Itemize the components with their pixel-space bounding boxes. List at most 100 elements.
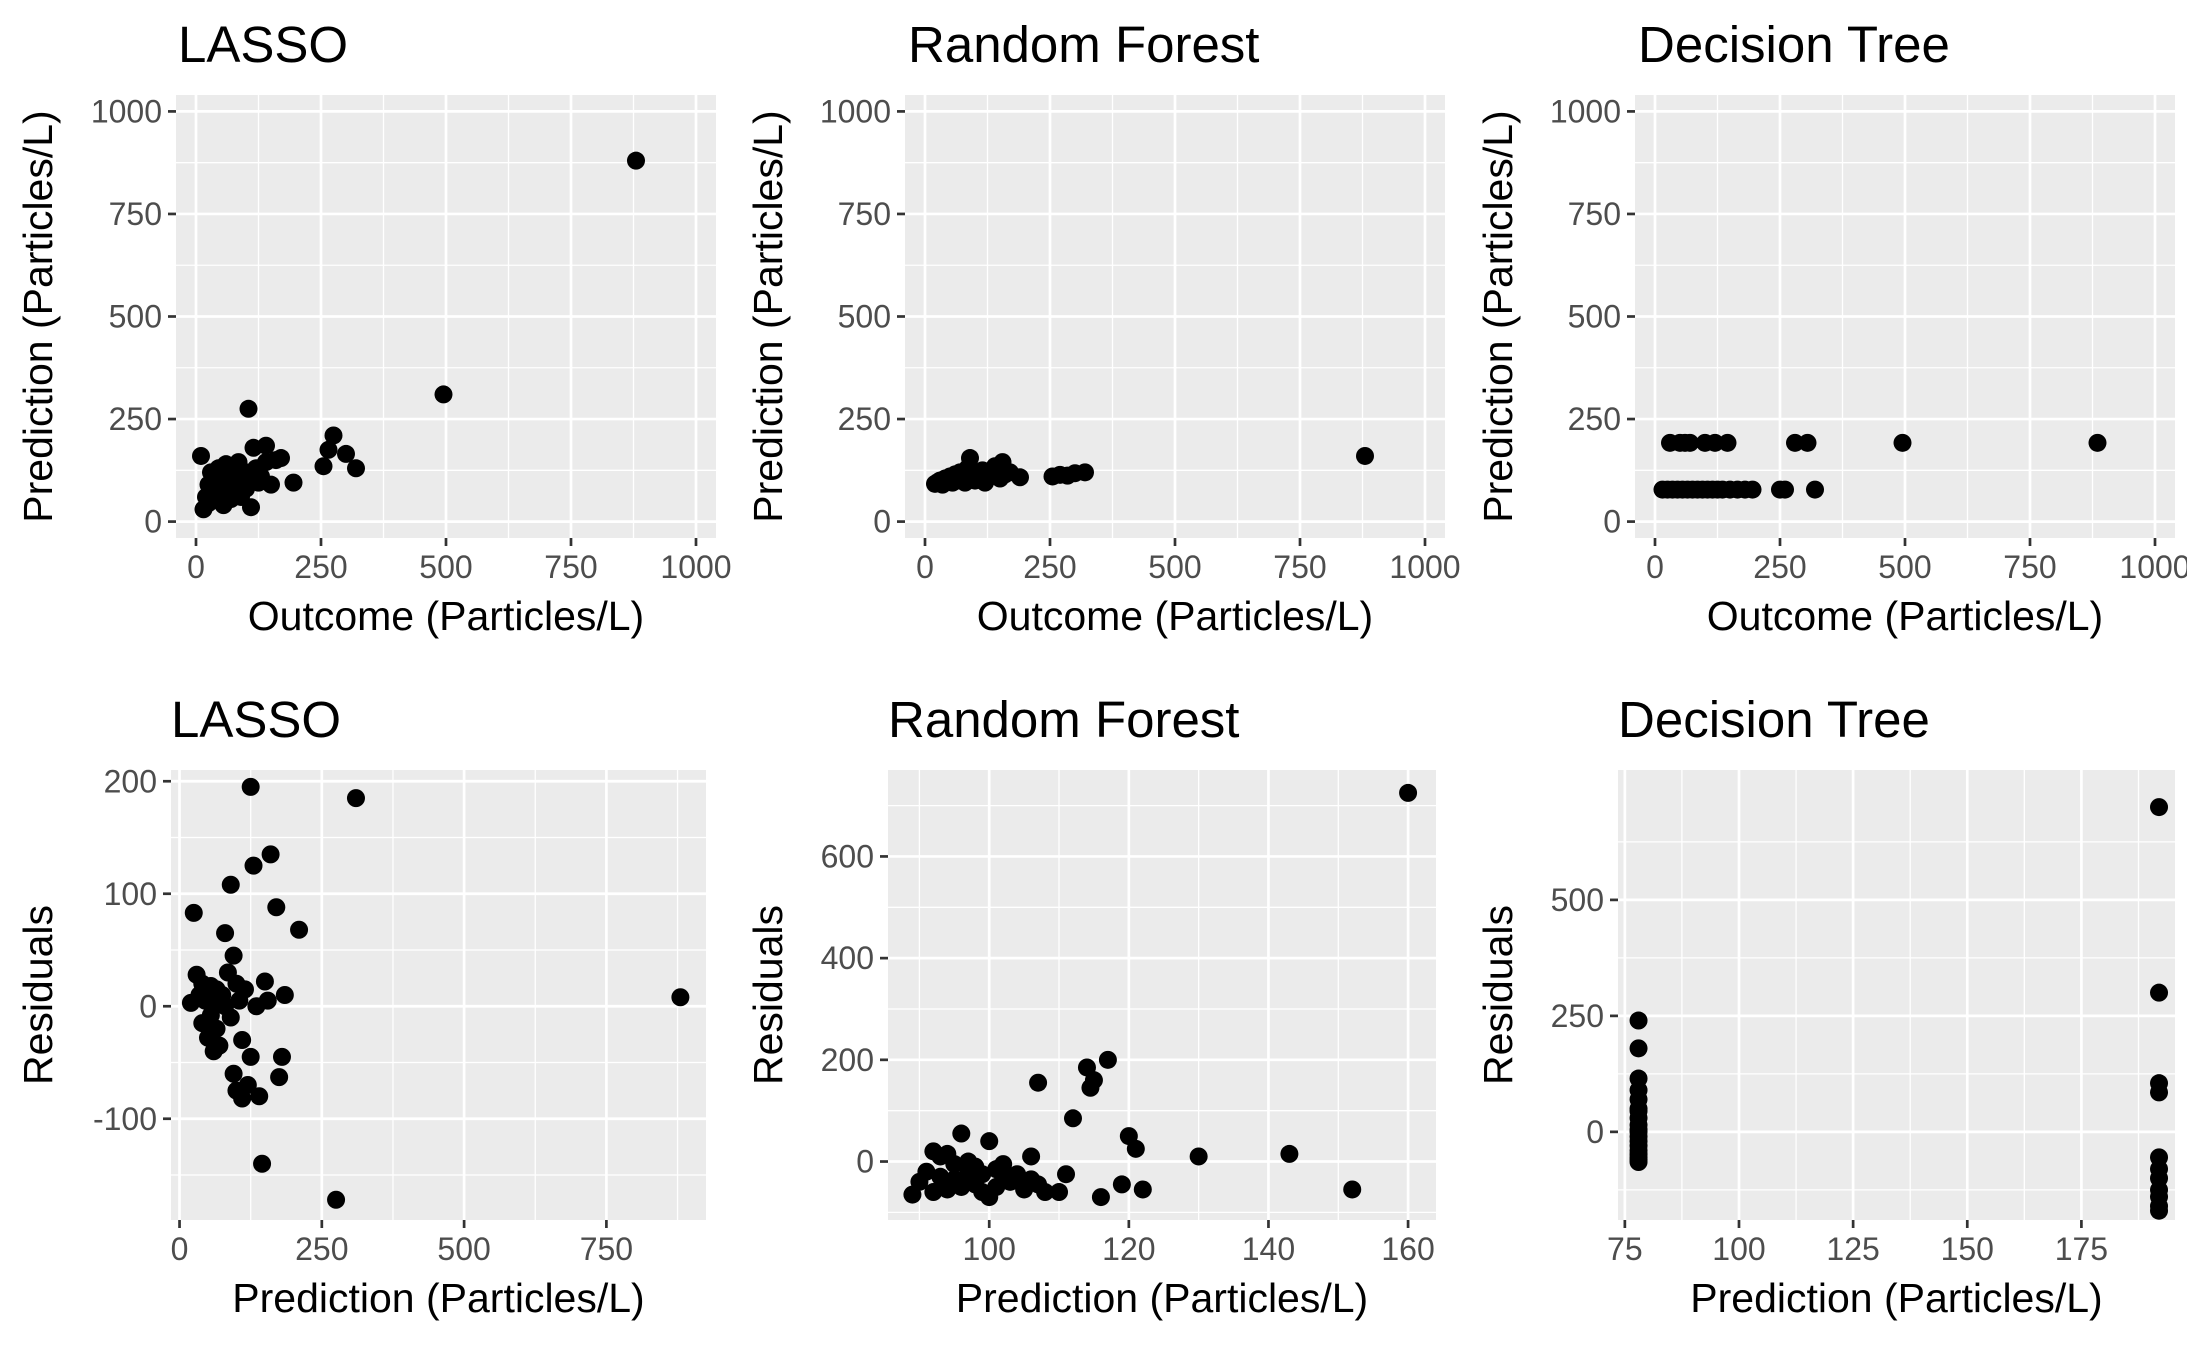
data-point xyxy=(290,920,309,939)
data-point xyxy=(327,1190,346,1209)
x-tick-label: 0 xyxy=(1646,549,1664,585)
y-tick-label: 750 xyxy=(838,196,891,232)
x-tick-label: 250 xyxy=(294,549,347,585)
x-axis-title: Prediction (Particles/L) xyxy=(956,1275,1368,1321)
data-point xyxy=(1718,433,1737,452)
data-point xyxy=(973,1165,992,1184)
data-point xyxy=(2150,1083,2169,1102)
data-point xyxy=(207,1019,226,1038)
data-point xyxy=(1356,446,1374,465)
data-point xyxy=(1133,1180,1152,1199)
y-tick-label: 1000 xyxy=(91,93,162,129)
data-point xyxy=(627,151,645,170)
data-point xyxy=(244,856,263,875)
data-point xyxy=(216,924,235,943)
data-point xyxy=(270,1068,289,1087)
y-tick-label: 600 xyxy=(821,838,874,874)
x-tick-label: 0 xyxy=(916,549,934,585)
data-point xyxy=(1629,1011,1648,1030)
x-tick-label: 500 xyxy=(419,549,472,585)
x-tick-label: 120 xyxy=(1102,1231,1155,1267)
x-axis-title: Prediction (Particles/L) xyxy=(232,1275,644,1321)
data-point xyxy=(1084,1071,1103,1090)
data-point xyxy=(272,449,290,468)
x-tick-label: 1000 xyxy=(1389,549,1460,585)
data-point xyxy=(1776,480,1794,499)
data-point xyxy=(324,426,343,445)
plot-background xyxy=(171,770,706,1220)
data-point xyxy=(961,449,979,468)
x-tick-label: 100 xyxy=(1712,1231,1765,1267)
y-tick-label: 750 xyxy=(1568,196,1621,232)
data-point xyxy=(917,1162,936,1181)
panel-title: Decision Tree xyxy=(1618,691,1930,748)
data-point xyxy=(233,1089,252,1108)
data-point xyxy=(1629,1120,1648,1139)
y-tick-label: 0 xyxy=(873,504,891,540)
x-tick-label: 140 xyxy=(1242,1231,1295,1267)
y-tick-label: 400 xyxy=(821,940,874,976)
y-tick-label: 0 xyxy=(144,504,162,540)
panel-2: 0 250 500 750 1000 0 250 500 750 1000 Random Fores… xyxy=(745,16,1461,639)
data-point xyxy=(952,1124,971,1143)
data-point xyxy=(239,399,258,418)
data-point xyxy=(1343,1180,1362,1199)
data-point xyxy=(924,1183,943,1202)
data-point xyxy=(221,1008,240,1027)
data-point xyxy=(210,1036,229,1055)
data-point xyxy=(2150,1201,2169,1220)
x-tick-label: 100 xyxy=(963,1231,1016,1267)
y-tick-label: 250 xyxy=(838,401,891,437)
y-tick-label: 250 xyxy=(1551,998,1604,1034)
y-axis-title: Residuals xyxy=(745,905,791,1085)
x-tick-label: 1000 xyxy=(660,549,731,585)
data-point xyxy=(980,1132,999,1151)
panel-title: Random Forest xyxy=(888,691,1239,748)
data-point xyxy=(255,972,274,991)
data-point xyxy=(1798,433,1817,452)
panel-3: 0 250 500 750 1000 0 250 500 750 1000 Decision Tre… xyxy=(1475,16,2187,639)
panel-6: 75 100 125 150 175 0 250 500 Decision Tree Predic… xyxy=(1475,691,2175,1321)
data-point xyxy=(224,946,243,965)
x-tick-label: 75 xyxy=(1607,1231,1643,1267)
panel-title: Decision Tree xyxy=(1638,16,1950,73)
y-tick-label: 750 xyxy=(109,196,162,232)
data-point xyxy=(192,446,210,465)
x-axis-title: Outcome (Particles/L) xyxy=(248,593,644,639)
y-tick-label: 250 xyxy=(1568,401,1621,437)
data-point xyxy=(1681,433,1699,452)
data-point xyxy=(272,1047,291,1066)
x-tick-label: 150 xyxy=(1941,1231,1994,1267)
data-point xyxy=(242,498,260,517)
x-tick-label: 250 xyxy=(1753,549,1806,585)
data-point xyxy=(1008,1165,1027,1184)
data-point xyxy=(1057,1165,1076,1184)
panel-1: 0 250 500 750 1000 0 250 500 750 1000 LASSO Outcome… xyxy=(15,16,732,639)
x-axis-title: Outcome (Particles/L) xyxy=(1707,593,2103,639)
data-point xyxy=(1629,1101,1648,1120)
y-axis-title: Prediction (Particles/L) xyxy=(745,110,791,522)
data-point xyxy=(241,1047,260,1066)
y-axis-title: Residuals xyxy=(15,905,61,1085)
data-point xyxy=(284,473,303,492)
data-point xyxy=(1786,433,1804,452)
y-tick-label: 100 xyxy=(104,876,157,912)
y-tick-label: 0 xyxy=(1586,1114,1604,1150)
data-point xyxy=(1189,1147,1208,1166)
data-point xyxy=(1063,1109,1082,1128)
data-point xyxy=(1399,783,1418,802)
y-tick-label: -100 xyxy=(93,1101,157,1137)
x-tick-label: 750 xyxy=(2003,549,2056,585)
x-tick-label: 750 xyxy=(1273,549,1326,585)
data-point xyxy=(224,1064,243,1083)
x-tick-label: 0 xyxy=(171,1231,189,1267)
data-point xyxy=(1091,1188,1110,1207)
x-axis-title: Prediction (Particles/L) xyxy=(1690,1275,2102,1321)
data-point xyxy=(238,1076,257,1094)
data-point xyxy=(235,980,254,999)
y-tick-label: 1000 xyxy=(1550,93,1621,129)
data-point xyxy=(1706,433,1724,452)
x-tick-label: 500 xyxy=(1878,549,1931,585)
data-point xyxy=(250,1087,269,1106)
